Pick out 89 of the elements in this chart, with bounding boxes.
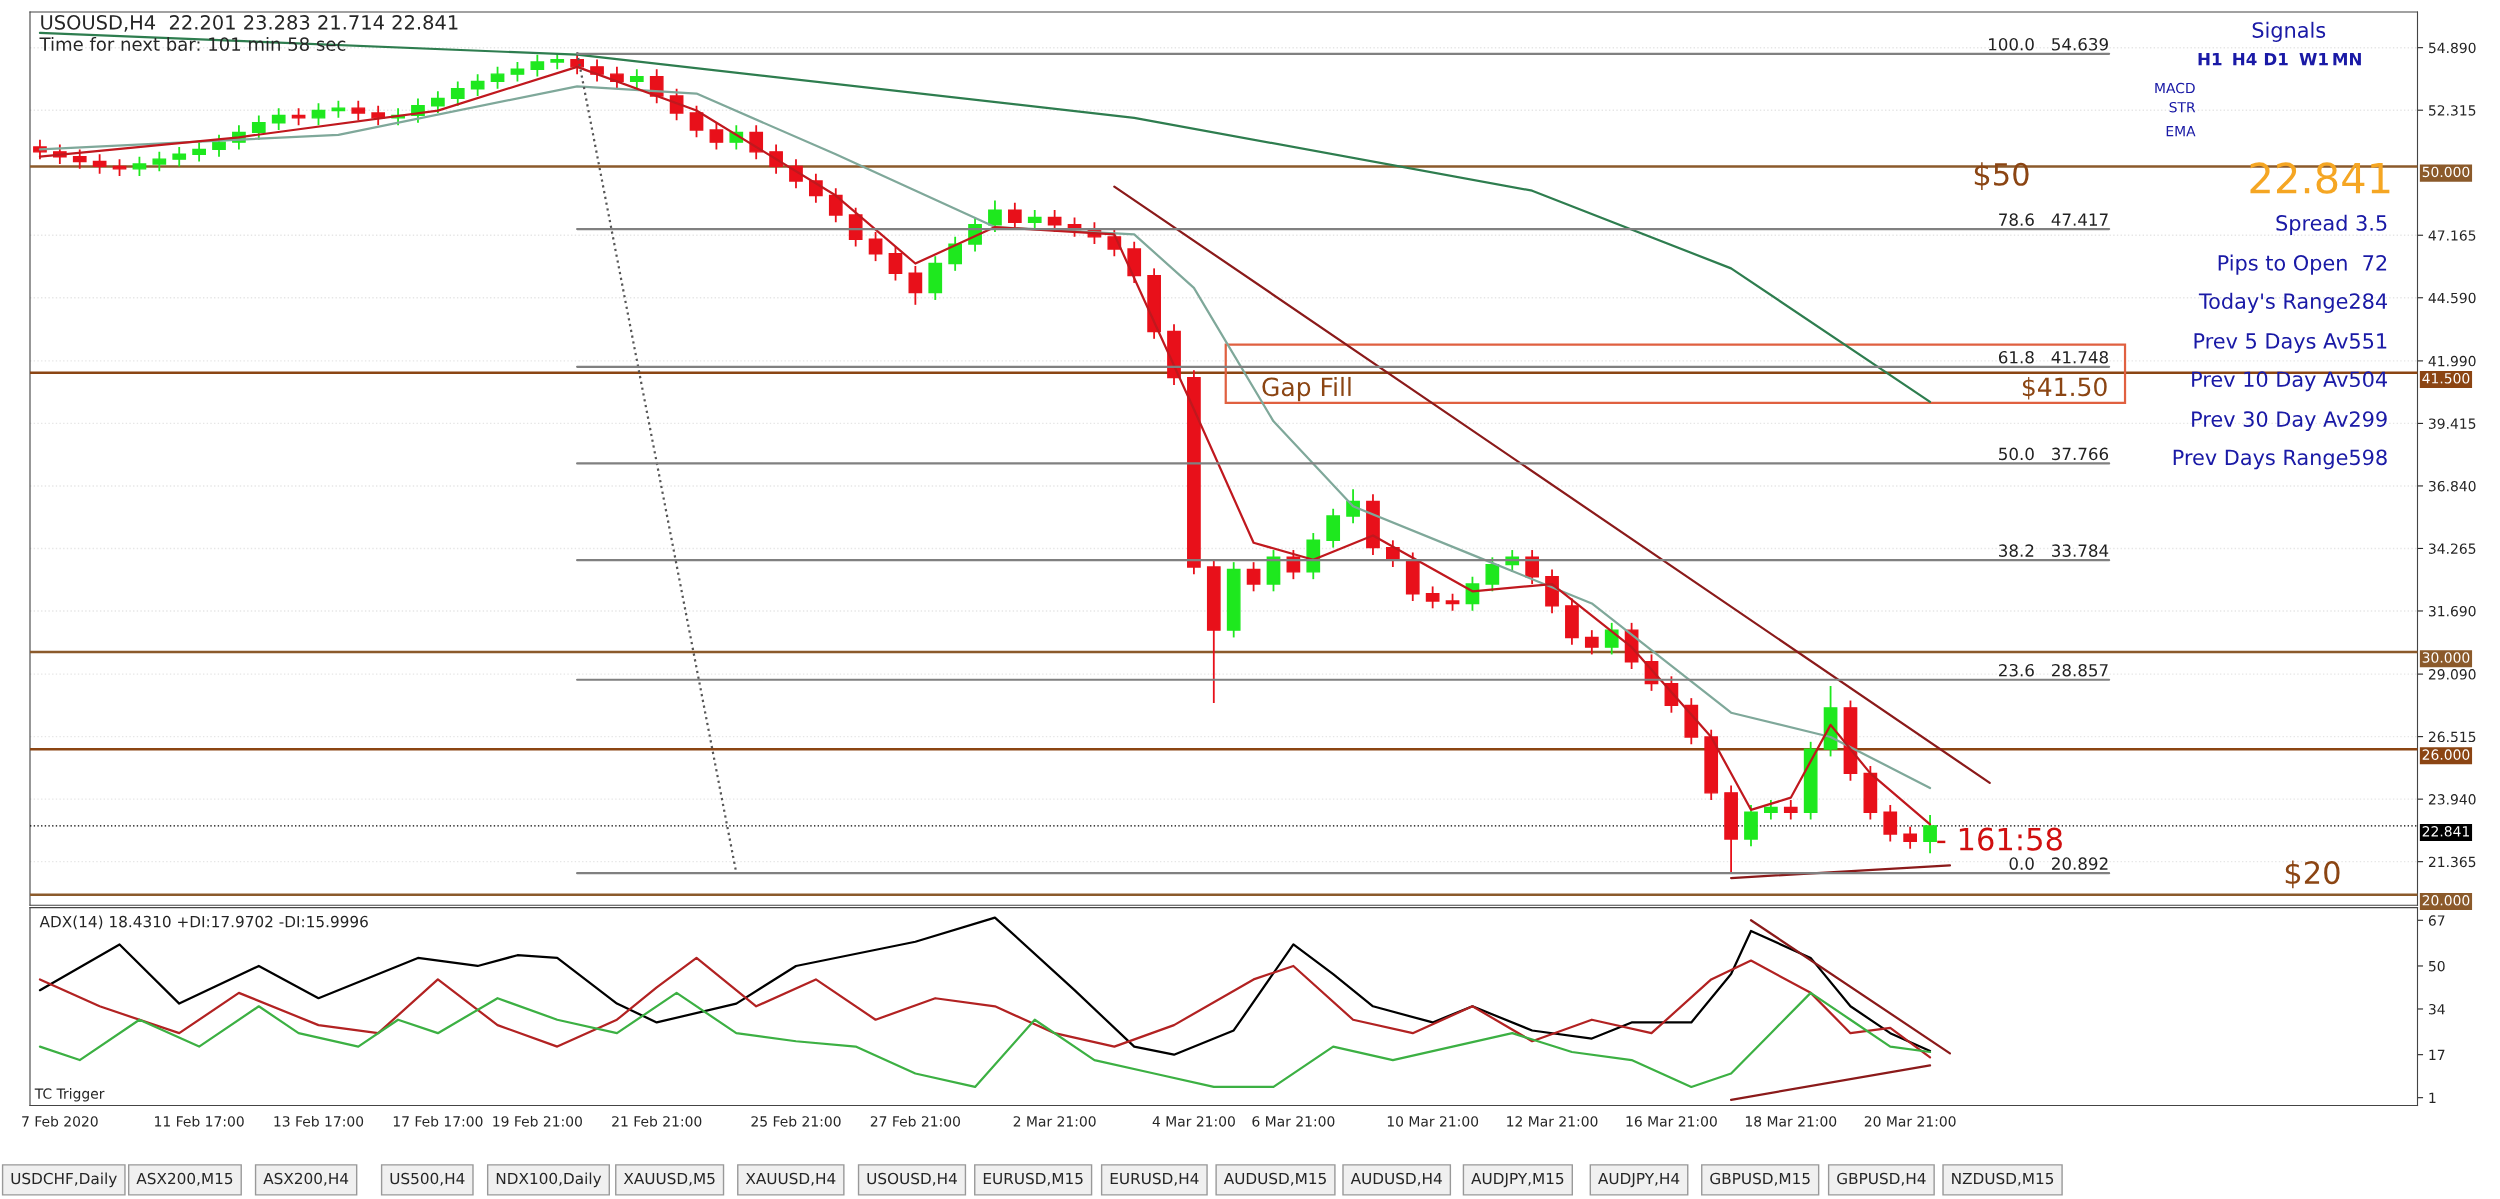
annotation: - 161:58 xyxy=(1937,827,2062,851)
y-tick-label: 50 xyxy=(2428,960,2445,972)
annotation: Today's Range284 xyxy=(2198,292,2388,314)
annotation: $20 xyxy=(2285,860,2340,889)
x-tick-label: 16 Mar 21:00 xyxy=(1626,1116,1717,1127)
ref-line-label: 22.841 xyxy=(2422,826,2469,837)
series-label: 0.0 20.892 xyxy=(2009,857,2108,870)
text: EURUSD,M15 xyxy=(983,1172,1083,1186)
ref-line-label: 20.000 xyxy=(2422,895,2470,906)
text: ASX200,M15 xyxy=(136,1172,233,1186)
text: AUDJPY,M15 xyxy=(1471,1172,1564,1188)
y-tick-label: 41.990 xyxy=(2428,355,2476,367)
y-tick-label: 34.265 xyxy=(2428,543,2476,554)
y-tick-label: 44.590 xyxy=(2428,292,2476,304)
annotation: TC Trigger xyxy=(34,1088,105,1102)
text: AUDJPY,H4 xyxy=(1598,1172,1680,1188)
y-tick-label: 26.515 xyxy=(2428,731,2476,743)
y-tick-label: 52.315 xyxy=(2428,105,2476,116)
y-tick-label: 23.940 xyxy=(2428,794,2476,805)
x-tick-label: 13 Feb 17:00 xyxy=(274,1115,364,1127)
x-tick-label: 4 Mar 21:00 xyxy=(1152,1116,1235,1127)
y-tick-label: 54.890 xyxy=(2428,42,2476,54)
y-tick-label: 1 xyxy=(2429,1092,2436,1103)
text: USDCHF,Daily xyxy=(11,1172,117,1188)
x-tick-label: 18 Mar 21:00 xyxy=(1745,1116,1837,1127)
annotation: Prev 5 Days Av551 xyxy=(2194,333,2387,353)
chart-title: USOUSD,H4 22.201 23.283 21.714 22.841 xyxy=(41,15,458,32)
annotation: Prev 30 Day Av299 xyxy=(2192,411,2387,432)
series-label: 61.8 41.748 xyxy=(1998,350,2108,364)
text: AUDUSD,M15 xyxy=(1223,1172,1326,1186)
x-tick-label: 6 Mar 21:00 xyxy=(1252,1116,1335,1127)
text: GBPUSD,H4 xyxy=(1837,1172,1926,1186)
y-tick-label: 39.415 xyxy=(2428,418,2476,429)
x-tick-label: 27 Feb 21:00 xyxy=(870,1115,960,1127)
x-tick-label: 19 Feb 21:00 xyxy=(493,1115,582,1127)
x-tick-label: 25 Feb 21:00 xyxy=(751,1115,841,1127)
y-tick-label: 17 xyxy=(2429,1049,2445,1060)
text: GBPUSD,M15 xyxy=(1710,1172,1810,1186)
ref-line-label: 50.000 xyxy=(2422,166,2470,178)
text: NDX100,Daily xyxy=(496,1172,602,1188)
annotation: W1 xyxy=(2299,53,2328,66)
y-tick-label: 21.365 xyxy=(2428,856,2476,868)
annotation: $50 xyxy=(1974,162,2029,190)
annotation: Signals xyxy=(2252,21,2326,42)
ref-line-label: 26.000 xyxy=(2422,749,2470,760)
annotation: Pips to Open 72 xyxy=(2218,254,2387,275)
annotation: MN xyxy=(2333,53,2361,66)
y-tick-label: 47.165 xyxy=(2428,230,2476,241)
annotation: H1 xyxy=(2198,53,2222,66)
ref-line-label: 30.000 xyxy=(2422,652,2470,663)
annotation: Prev 10 Day Av504 xyxy=(2192,371,2388,392)
text: AUDUSD,H4 xyxy=(1350,1172,1442,1186)
x-tick-label: 10 Mar 21:00 xyxy=(1387,1116,1479,1127)
text: XAUUSD,M5 xyxy=(623,1172,715,1186)
text: USOUSD,H4 xyxy=(867,1172,957,1186)
x-tick-label: 12 Mar 21:00 xyxy=(1507,1116,1598,1127)
series-label: 38.2 33.784 xyxy=(1999,544,2109,557)
annotation: Spread 3.5 xyxy=(2276,214,2387,235)
ref-line-label: 41.500 xyxy=(2422,373,2470,384)
y-tick-label: 31.690 xyxy=(2428,605,2476,617)
y-tick-label: 34 xyxy=(2428,1003,2445,1015)
y-tick-label: 67 xyxy=(2428,915,2445,926)
annotation: EMA xyxy=(2166,126,2196,137)
x-tick-label: 2 Mar 21:00 xyxy=(1013,1116,1096,1127)
x-tick-label: 17 Feb 17:00 xyxy=(393,1115,483,1127)
x-tick-label: 20 Mar 21:00 xyxy=(1864,1116,1956,1127)
y-tick-label: 36.840 xyxy=(2428,480,2476,492)
annotation: 22.841 xyxy=(2250,162,2390,194)
chart-title: ADX(14) 18.4310 +DI:17.9702 -DI:15.9996 xyxy=(39,915,368,930)
annotation: $41.50 xyxy=(2022,376,2107,400)
text: US500,H4 xyxy=(390,1172,465,1186)
y-tick-label: 29.090 xyxy=(2428,669,2476,680)
text: NZDUSD,M15 xyxy=(1952,1172,2054,1186)
annotation: D1 xyxy=(2264,53,2288,66)
annotation: MACD xyxy=(2155,82,2195,94)
series-label: 50.0 37.766 xyxy=(1999,447,2109,461)
series-label: 78.6 47.417 xyxy=(1999,213,2108,226)
x-tick-label: 11 Feb 17:00 xyxy=(155,1115,244,1127)
annotation: Prev Days Range598 xyxy=(2173,449,2387,470)
series-label: 100.0 54.639 xyxy=(1989,37,2108,51)
text: EURUSD,H4 xyxy=(1110,1172,1199,1186)
annotation: H4 xyxy=(2233,53,2257,66)
series-label: 23.6 28.857 xyxy=(1999,663,2108,677)
annotation: STR xyxy=(2169,101,2196,113)
text: ASX200,H4 xyxy=(263,1172,349,1186)
text: XAUUSD,H4 xyxy=(745,1172,836,1186)
x-tick-label: 21 Feb 21:00 xyxy=(612,1115,702,1127)
annotation: Gap Fill xyxy=(1262,376,1351,402)
x-tick-label: 7 Feb 2020 xyxy=(22,1115,98,1127)
